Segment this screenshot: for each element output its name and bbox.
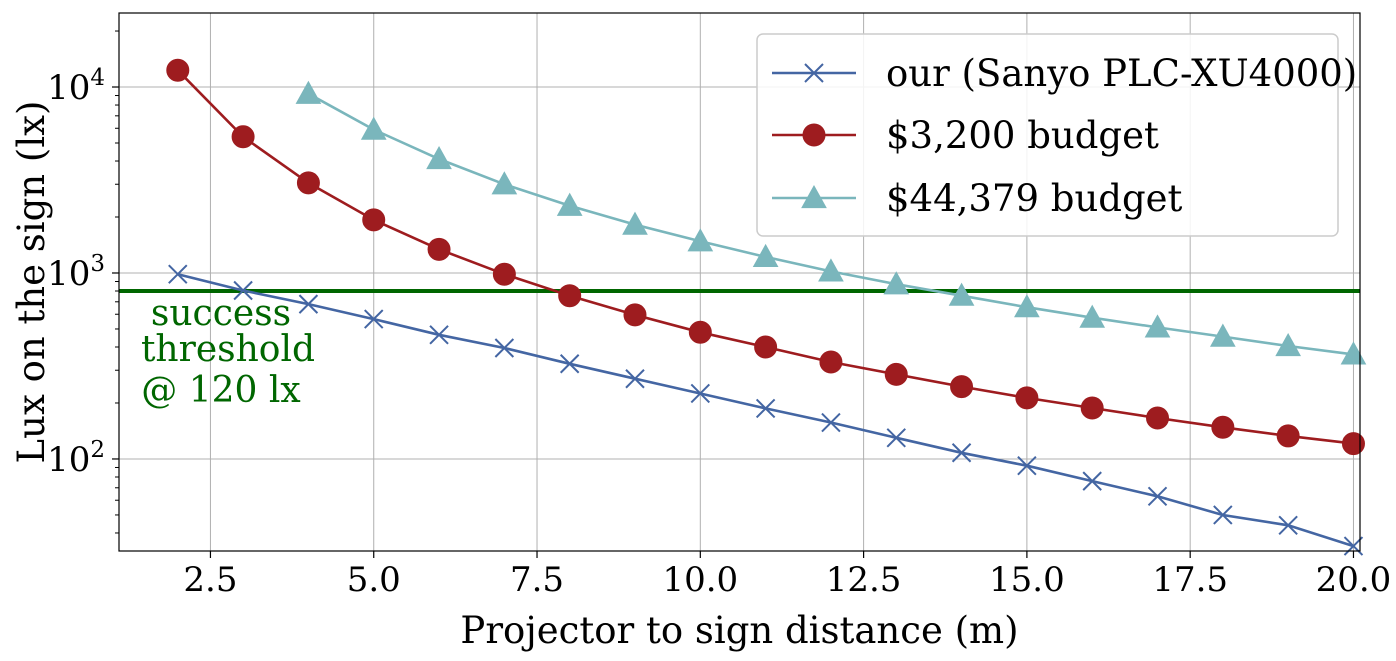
y-tick-label: 103 [47,251,105,294]
data-point [623,303,647,327]
data-point [622,211,648,235]
series-group [166,58,1367,556]
data-point [1211,415,1235,439]
data-point [690,383,711,404]
y-axis-title: Lux on the sign (lx) [10,101,53,464]
legend-marker [804,63,824,83]
data-point [364,309,384,329]
data-point [1276,424,1300,448]
data-point [491,171,518,195]
threshold-annotation-line: threshold [141,329,315,370]
data-point [233,280,253,301]
data-point [687,228,714,252]
x-tick-label: 20.0 [1316,560,1392,600]
data-point [1014,294,1040,318]
plot-frame [118,12,1361,552]
series-2 [295,80,1367,365]
y-tick-label: 104 [47,65,105,108]
x-tick-label: 15.0 [989,560,1065,600]
data-point [1079,304,1106,328]
data-point [818,258,844,282]
data-point [559,354,580,374]
data-point [1341,432,1365,456]
data-point [168,264,188,284]
data-point [754,335,778,359]
data-point [429,325,449,345]
x-tick-label: 12.5 [826,560,902,600]
x-tick-label: 2.5 [183,560,237,600]
data-point [1209,323,1236,347]
data-point [362,208,386,232]
data-point [950,375,974,399]
data-point [625,369,645,389]
data-point [426,145,452,170]
data-point [231,125,255,149]
ticks-group: 2.5 5.0 7.5 10.0 12.5 15.0 17.5 20.0 102 103 104 [47,30,1392,600]
data-point [295,80,322,104]
x-tick-label: 5.0 [347,560,401,600]
data-point [1080,396,1104,420]
data-point [951,443,972,463]
data-point [492,262,516,286]
data-point [1017,455,1037,476]
data-point [1146,406,1170,430]
data-point [494,338,515,358]
data-point [752,243,779,268]
data-point [755,398,776,419]
data-point [558,284,582,308]
data-point [298,294,319,314]
data-point [884,362,908,386]
data-point [296,171,320,195]
data-point [1213,505,1233,525]
data-point [166,58,190,82]
threshold-annotation-line: success [151,293,291,334]
legend-label: $44,379 budget [886,177,1183,220]
data-point [821,412,841,433]
data-point [819,350,843,374]
series-line [177,272,1354,548]
data-point [1147,486,1168,506]
x-tick-label: 17.5 [1152,560,1228,600]
legend-label: $3,200 budget [886,114,1159,157]
data-point [1082,471,1102,491]
data-point [556,192,583,216]
y-tick-label: 102 [47,437,105,480]
legend-label: our (Sanyo PLC-XU4000) [886,52,1357,95]
data-point [886,428,906,448]
data-point [688,320,712,344]
legend-marker [802,123,826,147]
legend-box [756,33,1339,237]
x-axis-title: Projector to sign distance (m) [460,609,1018,652]
series-1 [166,58,1365,456]
data-point [883,271,910,295]
data-point [948,282,975,306]
x-tick-label: 10.0 [662,560,738,600]
data-point [1275,332,1302,357]
data-point [1278,515,1298,535]
data-point [427,237,451,261]
threshold-annotation-line: @ 120 lx [141,370,300,411]
legend-marker [801,184,827,209]
data-point [360,116,387,140]
x-tick-label: 7.5 [510,560,564,600]
data-point [1144,314,1171,338]
legend: our (Sanyo PLC-XU4000) $3,200 budget $44,3… [756,33,1357,237]
data-point [1015,386,1039,410]
series-0 [168,264,1364,556]
